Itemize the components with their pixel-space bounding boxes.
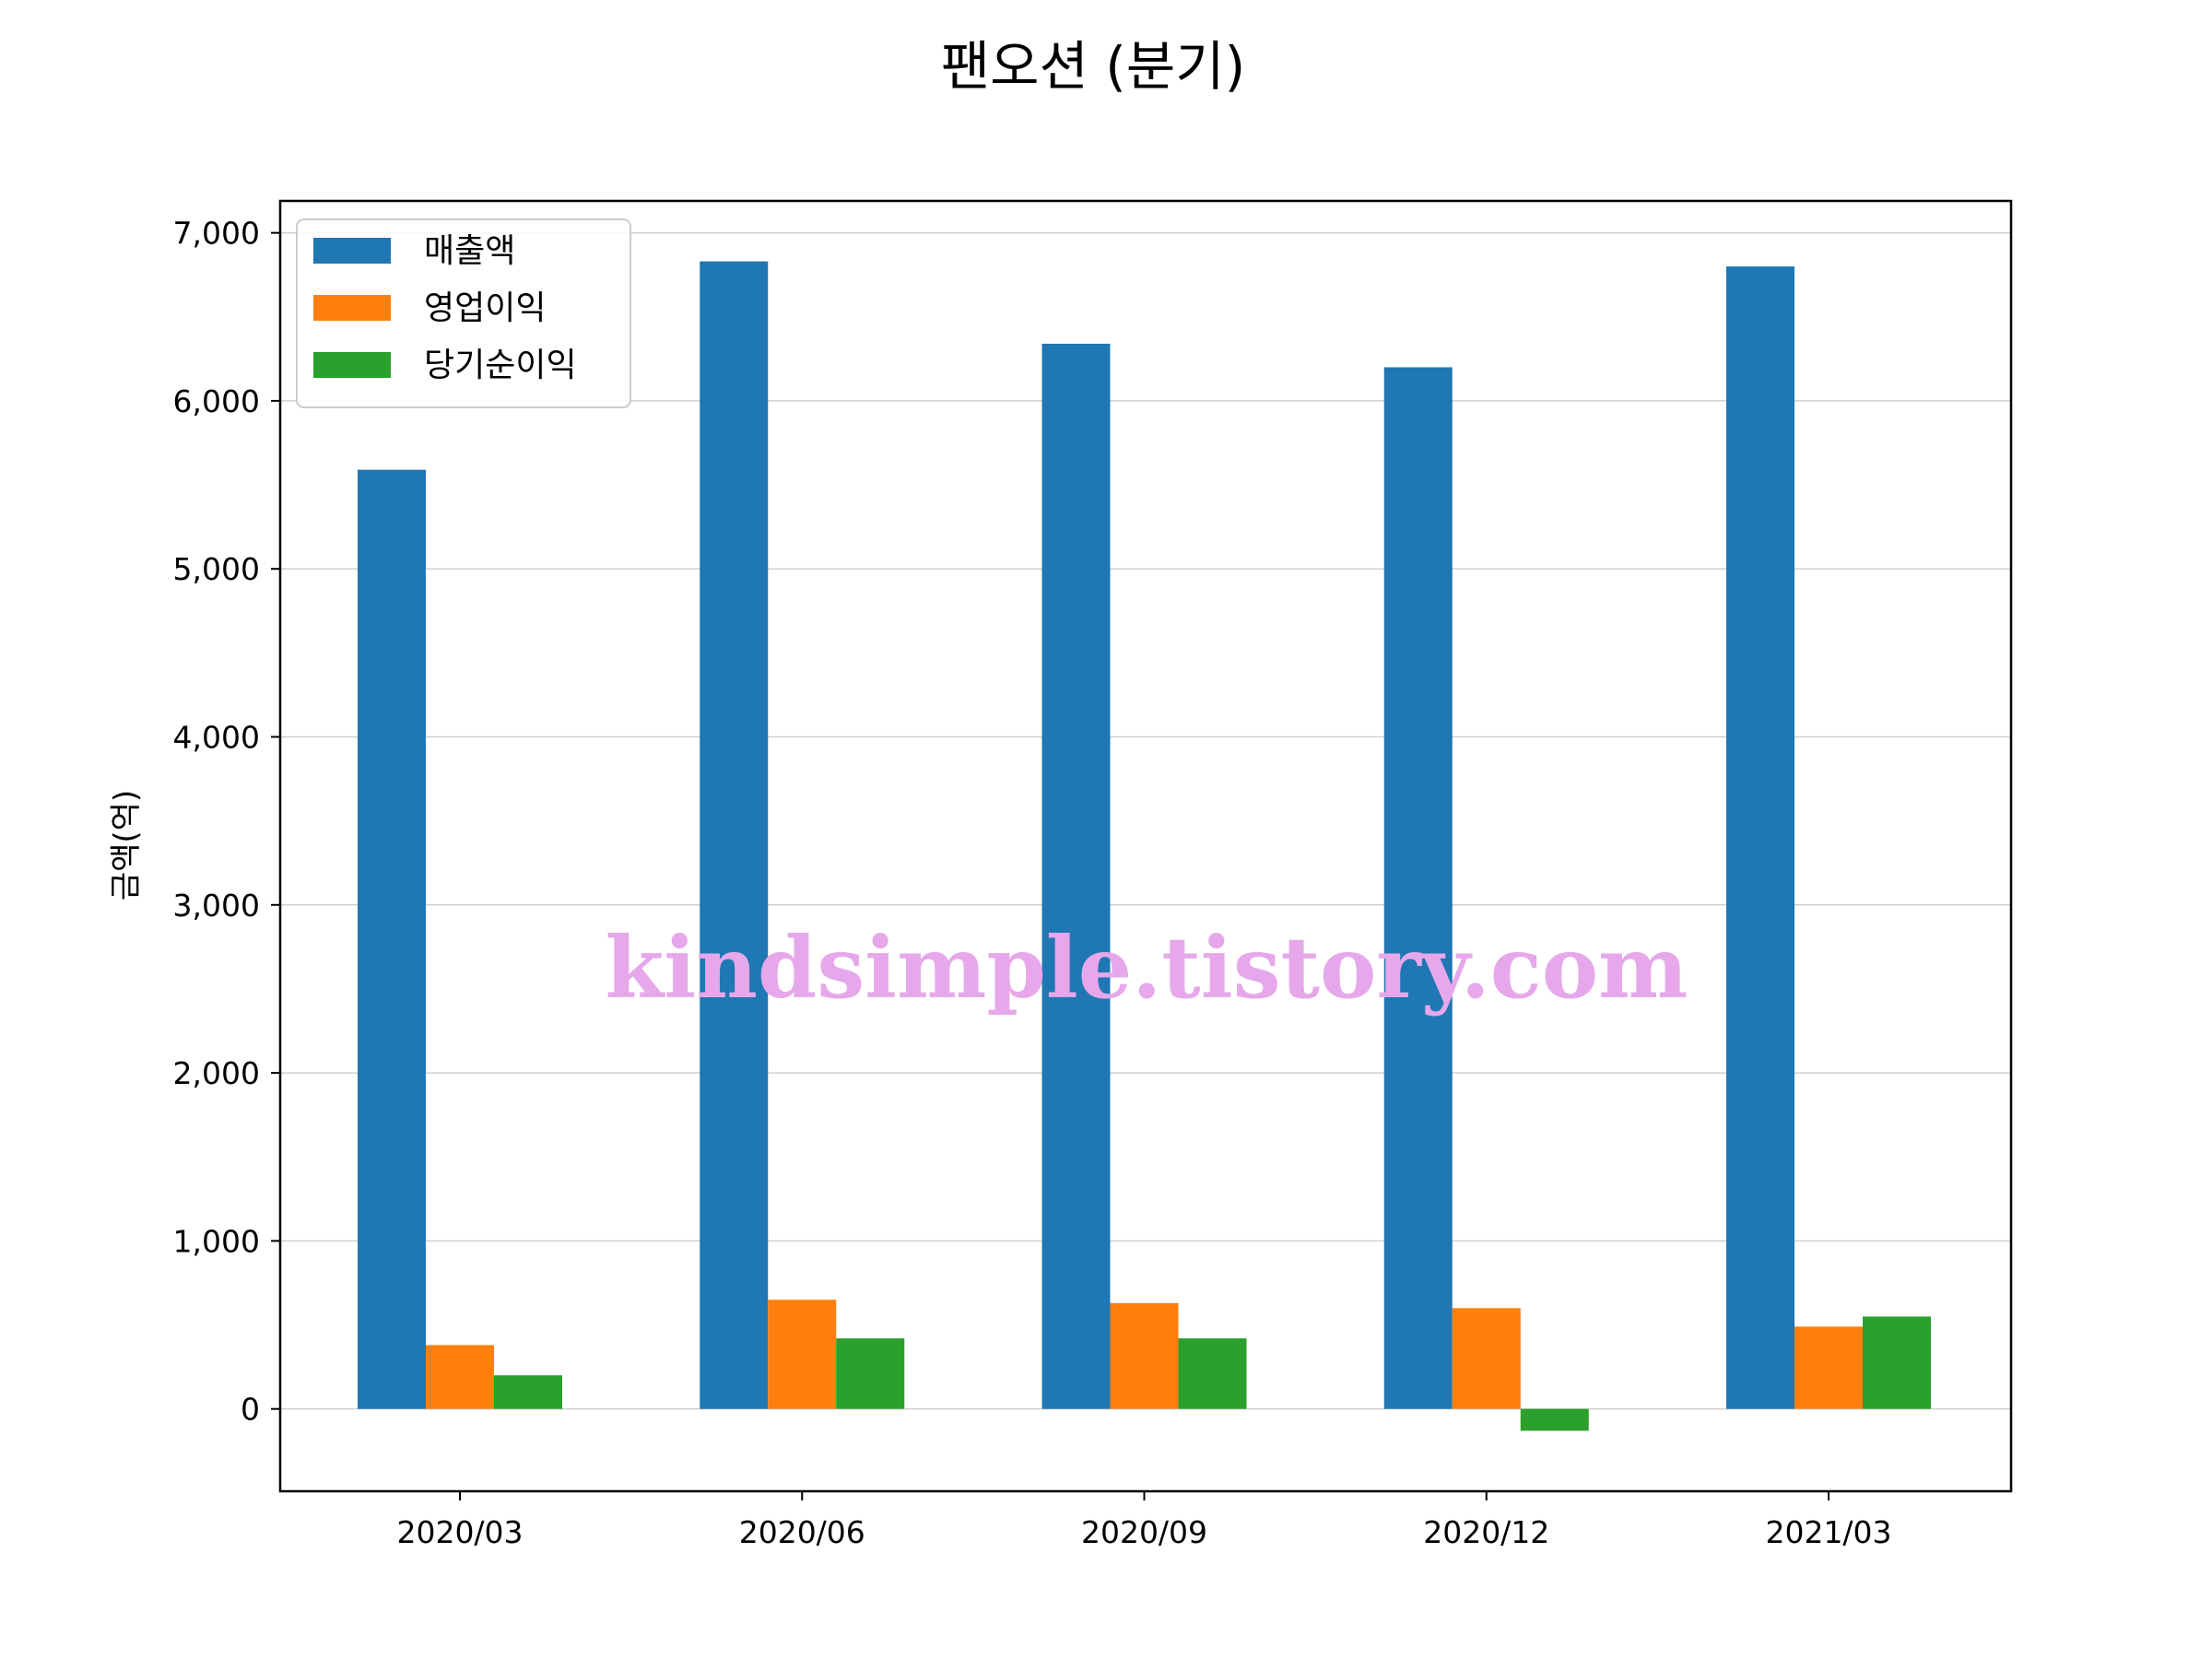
y-axis-ticks: 0 1,000 2,000 3,000 4,000 5,000 6,000 7,000 xyxy=(173,216,280,1428)
y-tick-label: 5,000 xyxy=(173,551,260,587)
bar xyxy=(358,469,426,1409)
bar xyxy=(1452,1308,1521,1409)
bar xyxy=(1178,1338,1247,1409)
y-tick-label: 4,000 xyxy=(173,720,260,756)
bar xyxy=(836,1338,905,1409)
x-axis-ticks: 2020/03 2020/06 2020/09 2020/12 2021/03 xyxy=(396,1491,1892,1550)
x-tick-label: 2021/03 xyxy=(1765,1514,1891,1550)
bar xyxy=(1794,1326,1863,1409)
plot-frame xyxy=(278,199,2013,1493)
chart-title: 팬오션 (분기) xyxy=(941,35,1246,98)
bar xyxy=(1520,1408,1589,1431)
legend-label: 매출액 xyxy=(424,232,515,270)
y-tick-label: 1,000 xyxy=(173,1223,260,1259)
bar xyxy=(1041,343,1111,1409)
legend-swatch xyxy=(313,295,391,321)
legend-label: 영업이익 xyxy=(424,289,546,327)
legend-swatch xyxy=(313,352,391,378)
bar xyxy=(1863,1316,1931,1409)
y-tick-label: 0 xyxy=(241,1392,260,1428)
bar xyxy=(1383,367,1453,1409)
x-tick-label: 2020/12 xyxy=(1423,1514,1549,1550)
bar xyxy=(494,1375,562,1409)
x-tick-label: 2020/09 xyxy=(1081,1514,1207,1550)
bar xyxy=(700,261,769,1409)
legend-swatch xyxy=(313,238,391,264)
bar xyxy=(1110,1302,1179,1409)
bar xyxy=(426,1345,494,1409)
bar xyxy=(1726,266,1794,1409)
y-tick-label: 2,000 xyxy=(173,1055,260,1091)
y-tick-label: 3,000 xyxy=(173,888,260,924)
y-tick-label: 7,000 xyxy=(173,216,260,252)
watermark: kindsimple.tistory.com xyxy=(605,918,1688,1018)
y-tick-label: 6,000 xyxy=(173,383,260,419)
x-tick-label: 2020/06 xyxy=(739,1514,865,1550)
bars xyxy=(358,261,1931,1431)
legend-label: 당기순이익 xyxy=(424,347,577,384)
x-tick-label: 2020/03 xyxy=(396,1514,523,1550)
bar xyxy=(768,1300,837,1409)
y-axis-label: 금액(억) xyxy=(108,790,145,900)
